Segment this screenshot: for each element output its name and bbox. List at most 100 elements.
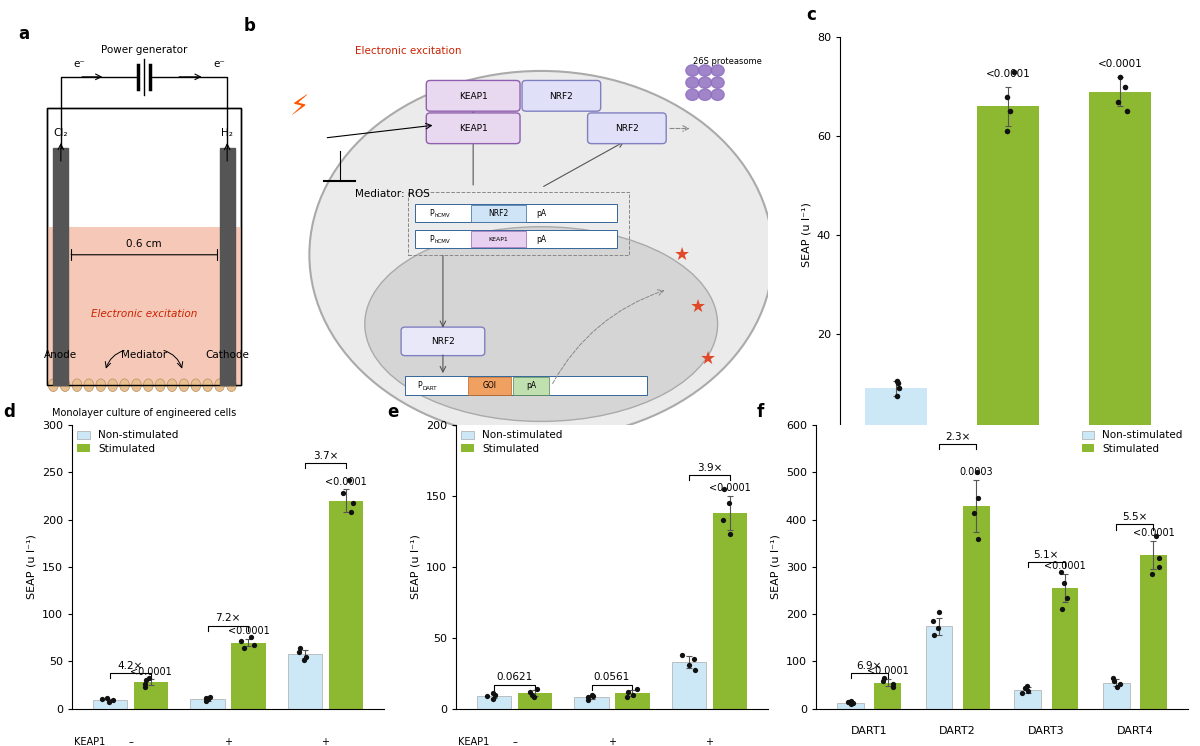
Y-axis label: SEAP (u l⁻¹): SEAP (u l⁻¹) — [770, 535, 780, 599]
Text: 4.2×: 4.2× — [118, 660, 143, 671]
Text: pA: pA — [526, 381, 536, 390]
Text: DART3: DART3 — [1028, 726, 1064, 736]
Bar — [476, 696, 511, 709]
Text: KEAP1: KEAP1 — [488, 236, 509, 242]
Text: Power generator: Power generator — [101, 45, 187, 55]
Ellipse shape — [365, 227, 718, 421]
Text: KEAP1: KEAP1 — [458, 92, 487, 101]
Text: pA: pA — [536, 235, 546, 244]
Text: KEAP1: KEAP1 — [458, 737, 490, 746]
Bar — [616, 693, 649, 709]
Text: ★: ★ — [689, 298, 706, 316]
Text: DART4: DART4 — [1116, 726, 1153, 736]
Circle shape — [698, 77, 712, 88]
Text: <0.0001: <0.0001 — [1098, 59, 1142, 69]
Text: +: + — [322, 737, 330, 746]
Text: NRF2: NRF2 — [431, 337, 455, 346]
Y-axis label: SEAP (u l⁻¹): SEAP (u l⁻¹) — [410, 535, 420, 599]
Text: Electronic excitation: Electronic excitation — [91, 309, 197, 319]
Text: NRF2: NRF2 — [550, 92, 574, 101]
Text: DART2: DART2 — [940, 726, 976, 736]
Text: 0.0621: 0.0621 — [497, 672, 533, 683]
Text: 6.9×: 6.9× — [857, 661, 882, 671]
Bar — [191, 699, 224, 709]
Text: b: b — [244, 17, 256, 35]
Bar — [288, 654, 322, 709]
Y-axis label: SEAP (u l⁻¹): SEAP (u l⁻¹) — [26, 535, 36, 599]
Bar — [977, 107, 1039, 433]
FancyBboxPatch shape — [220, 148, 235, 385]
Bar — [964, 506, 990, 709]
FancyBboxPatch shape — [415, 231, 617, 248]
Text: 7.2×: 7.2× — [215, 613, 241, 623]
FancyBboxPatch shape — [514, 377, 548, 395]
Ellipse shape — [203, 379, 212, 392]
Text: 2.3×: 2.3× — [946, 432, 971, 442]
Text: Mediator: Mediator — [121, 350, 167, 360]
Ellipse shape — [96, 379, 106, 392]
FancyBboxPatch shape — [522, 81, 601, 111]
FancyBboxPatch shape — [426, 113, 520, 144]
Ellipse shape — [48, 379, 58, 392]
Text: P: P — [418, 381, 422, 390]
Text: <0.0001: <0.0001 — [228, 626, 269, 636]
Circle shape — [686, 89, 698, 101]
Text: d: d — [4, 403, 16, 421]
Text: <0.0001: <0.0001 — [985, 69, 1031, 79]
Ellipse shape — [132, 379, 142, 392]
Ellipse shape — [310, 71, 773, 439]
Bar — [134, 683, 168, 709]
Text: 26S proteasome: 26S proteasome — [694, 57, 762, 66]
Bar — [1090, 92, 1151, 433]
Text: Electronic excitation: Electronic excitation — [355, 46, 461, 57]
Legend: Non-stimulated, Stimulated: Non-stimulated, Stimulated — [461, 430, 563, 454]
Text: hCMV: hCMV — [434, 239, 450, 245]
Text: ★: ★ — [674, 246, 690, 264]
Circle shape — [698, 65, 712, 76]
Circle shape — [686, 77, 698, 88]
Text: ⚡: ⚡ — [289, 94, 310, 122]
Text: DART1: DART1 — [851, 726, 888, 736]
Bar — [329, 501, 364, 709]
Ellipse shape — [108, 379, 118, 392]
Ellipse shape — [215, 379, 224, 392]
Text: Cathode: Cathode — [205, 350, 250, 360]
FancyBboxPatch shape — [470, 205, 526, 222]
FancyBboxPatch shape — [47, 227, 241, 385]
Legend: Non-stimulated, Stimulated: Non-stimulated, Stimulated — [1081, 430, 1183, 454]
FancyBboxPatch shape — [468, 377, 511, 395]
Ellipse shape — [144, 379, 154, 392]
Legend: Non-stimulated, Stimulated: Non-stimulated, Stimulated — [77, 430, 179, 454]
Text: –: – — [512, 737, 517, 746]
Text: <0.0001: <0.0001 — [130, 667, 172, 677]
Text: –: – — [128, 737, 133, 746]
Ellipse shape — [84, 379, 94, 392]
Text: <0.0001: <0.0001 — [709, 483, 751, 493]
Text: P: P — [430, 209, 434, 218]
Ellipse shape — [60, 379, 70, 392]
Bar — [1014, 690, 1040, 709]
Bar — [865, 388, 926, 433]
Text: e: e — [388, 403, 398, 421]
Bar — [926, 626, 953, 709]
Bar — [1051, 588, 1078, 709]
Text: NRF2: NRF2 — [488, 209, 509, 218]
Text: KEAP1: KEAP1 — [74, 737, 106, 746]
Text: f: f — [756, 403, 763, 421]
FancyBboxPatch shape — [588, 113, 666, 144]
FancyBboxPatch shape — [415, 204, 617, 222]
Text: 5.5×: 5.5× — [1122, 513, 1147, 522]
Text: <0.0001: <0.0001 — [1133, 528, 1175, 538]
Text: <0.0001: <0.0001 — [325, 477, 367, 486]
Ellipse shape — [179, 379, 188, 392]
Bar — [875, 683, 901, 709]
Text: 0.0561: 0.0561 — [594, 672, 630, 683]
FancyBboxPatch shape — [426, 81, 520, 111]
Text: hCMV: hCMV — [434, 213, 450, 219]
Text: c: c — [806, 6, 816, 24]
FancyBboxPatch shape — [401, 327, 485, 356]
Bar — [92, 700, 127, 709]
Bar — [1103, 683, 1129, 709]
FancyBboxPatch shape — [470, 231, 526, 248]
Ellipse shape — [155, 379, 166, 392]
